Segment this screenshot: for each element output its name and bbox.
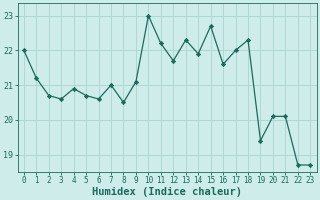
X-axis label: Humidex (Indice chaleur): Humidex (Indice chaleur) bbox=[92, 186, 242, 197]
